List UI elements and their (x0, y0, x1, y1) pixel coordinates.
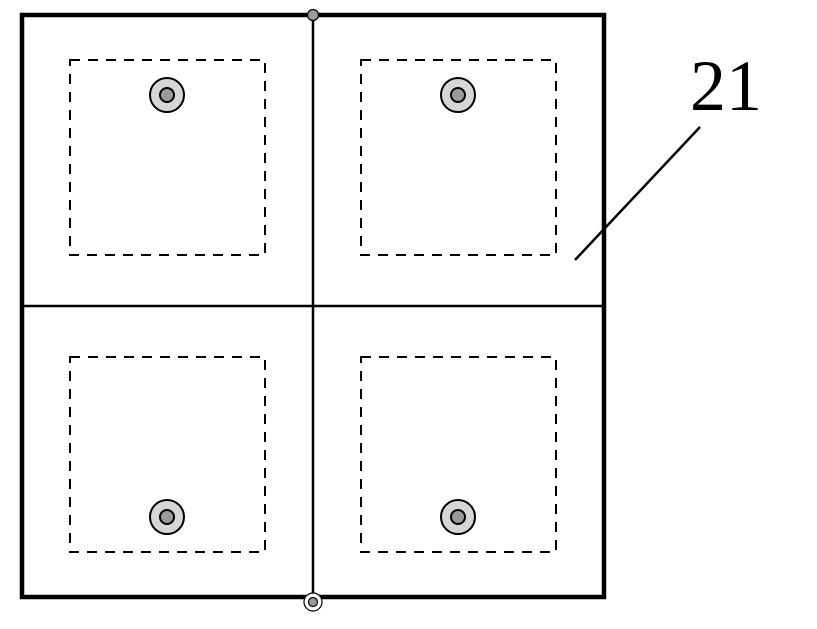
target-inner-1 (451, 88, 465, 102)
target-inner-3 (451, 510, 465, 524)
callout-label: 21 (690, 46, 762, 126)
edge-dot-top (308, 10, 319, 21)
target-inner-0 (160, 88, 174, 102)
edge-dot-bottom (309, 598, 318, 607)
target-inner-2 (160, 510, 174, 524)
diagram-canvas: 21 (0, 0, 817, 629)
